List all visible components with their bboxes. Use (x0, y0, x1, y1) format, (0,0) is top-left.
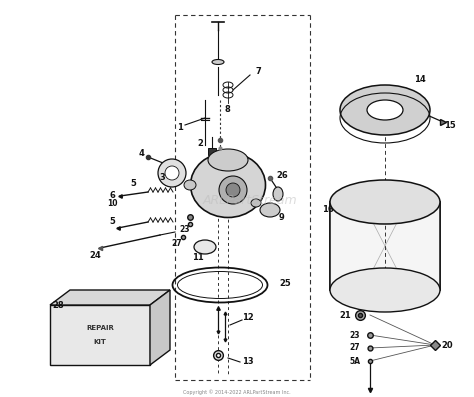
Text: 24: 24 (89, 251, 101, 260)
Ellipse shape (208, 149, 248, 171)
Ellipse shape (184, 180, 196, 190)
Text: 2: 2 (197, 139, 203, 148)
Bar (50, 305, 150, 365)
Text: Copyright © 2014-2022 ARLPartStream Inc.: Copyright © 2014-2022 ARLPartStream Inc. (183, 389, 291, 395)
Text: 7: 7 (255, 67, 261, 77)
Circle shape (226, 183, 240, 197)
Ellipse shape (367, 100, 403, 120)
Text: 27: 27 (172, 239, 182, 249)
Text: 26: 26 (276, 170, 288, 179)
Ellipse shape (194, 240, 216, 254)
Text: 20: 20 (441, 341, 453, 349)
Ellipse shape (212, 60, 224, 64)
Text: 14: 14 (414, 75, 426, 85)
Ellipse shape (340, 85, 430, 135)
Ellipse shape (191, 152, 265, 218)
Text: 28: 28 (52, 301, 64, 310)
Text: 6: 6 (109, 191, 115, 200)
Text: 15: 15 (444, 121, 456, 129)
Text: 11: 11 (192, 254, 204, 262)
Text: 23: 23 (180, 225, 190, 235)
Text: 5: 5 (109, 218, 115, 227)
Text: 1: 1 (177, 123, 183, 131)
Text: 5: 5 (130, 179, 136, 187)
Text: 16: 16 (322, 206, 334, 214)
Text: 12: 12 (242, 314, 254, 322)
Text: ARLPartStream: ARLPartStream (203, 193, 297, 206)
Text: 25: 25 (279, 279, 291, 287)
Text: 5A: 5A (349, 357, 361, 366)
Text: REPAIR: REPAIR (86, 325, 114, 331)
Polygon shape (150, 290, 170, 365)
Text: 4: 4 (139, 148, 145, 158)
Circle shape (158, 159, 186, 187)
Text: KIT: KIT (93, 339, 107, 345)
Ellipse shape (260, 203, 280, 217)
Text: 8: 8 (224, 106, 230, 114)
Text: 3: 3 (159, 173, 165, 181)
Text: 27: 27 (350, 343, 360, 353)
Text: 9: 9 (279, 214, 285, 222)
Ellipse shape (273, 187, 283, 201)
Text: 10: 10 (107, 200, 117, 208)
Circle shape (165, 166, 179, 180)
Ellipse shape (330, 268, 440, 312)
Bar (208, 148, 216, 155)
Text: 13: 13 (242, 358, 254, 366)
Text: 23: 23 (350, 330, 360, 339)
Text: 21: 21 (339, 310, 351, 320)
Ellipse shape (251, 199, 261, 207)
Polygon shape (50, 290, 170, 305)
Circle shape (219, 176, 247, 204)
Ellipse shape (330, 180, 440, 224)
Bar (330, 202, 440, 290)
